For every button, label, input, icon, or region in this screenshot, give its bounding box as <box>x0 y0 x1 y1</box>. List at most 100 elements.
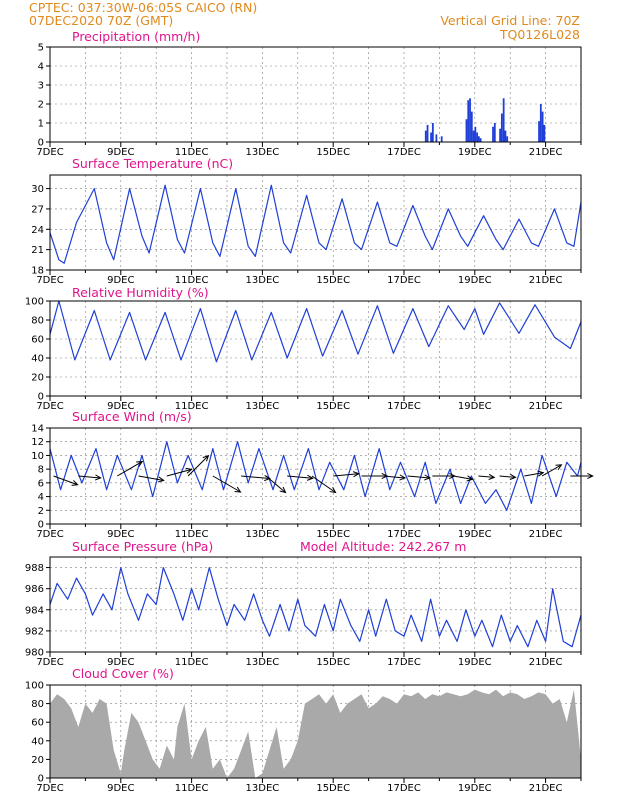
precipitation-xtick-label: 9DEC <box>107 147 134 158</box>
precipitation-title: Precipitation (mm/h) <box>72 29 200 44</box>
precipitation-ytick-label: 1 <box>38 119 44 130</box>
wind-xtick-label: 21DEC <box>529 529 563 540</box>
wind-vector-shaft <box>187 455 209 477</box>
wind-vector-head <box>424 474 432 481</box>
wind-panel: 0 2 4 6 8 10 12 14 7DEC 9DEC 11DEC 13DEC 15DEC 17DEC 1… <box>31 424 594 540</box>
precipitation-bar <box>504 130 507 142</box>
precipitation-bar <box>541 111 544 142</box>
precipitation-bar <box>492 126 494 142</box>
wind-vector-head <box>202 454 210 462</box>
humidity-series-line <box>49 300 582 363</box>
wind-vector-head <box>279 486 287 494</box>
precipitation-bar <box>472 130 475 142</box>
precipitation-bar <box>506 136 509 142</box>
precipitation-frame <box>49 46 582 143</box>
humidity-xtick-label: 19DEC <box>458 401 492 412</box>
precipitation-bar <box>538 121 540 142</box>
wind-vector-shaft <box>333 473 359 477</box>
temperature-xtick-label: 11DEC <box>175 275 209 286</box>
precipitation-ytick-label: 5 <box>38 43 44 54</box>
temperature-xtick-label: 15DEC <box>316 275 350 286</box>
pressure-title: Surface Pressure (hPa) <box>72 539 213 554</box>
temperature-frame <box>49 174 582 271</box>
wind-ytick-label: 4 <box>38 492 44 503</box>
wind-ytick-label: 8 <box>38 465 44 476</box>
wind-vector-head <box>157 476 165 483</box>
wind-ytick-label: 12 <box>31 437 44 448</box>
pressure-xtick-label: 19DEC <box>458 657 492 668</box>
precipitation-bar <box>435 134 438 142</box>
cloud-cover-ytick-label: 80 <box>31 699 44 710</box>
humidity-ytick-label: 100 <box>25 297 44 308</box>
precipitation-bar <box>493 123 496 142</box>
precipitation-xtick-label: 13DEC <box>246 147 280 158</box>
precipitation-xtick-label: 11DEC <box>175 147 209 158</box>
pressure-ytick-label: 988 <box>25 563 44 574</box>
precipitation-bar <box>479 138 482 142</box>
wind-vector-shaft <box>241 475 270 480</box>
wind-vector-shaft <box>407 475 430 479</box>
pressure-xtick-label: 17DEC <box>387 657 421 668</box>
wind-vector-head <box>94 474 102 481</box>
wind-frame <box>49 427 582 525</box>
wind-vector-head <box>466 475 474 482</box>
humidity-xtick-label: 7DEC <box>36 401 63 412</box>
wind-vector-shaft <box>382 475 406 479</box>
humidity-xtick-label: 15DEC <box>316 401 350 412</box>
cloud-cover-ytick-label: 0 <box>38 774 44 785</box>
wind-xtick-label: 15DEC <box>316 529 350 540</box>
humidity-ytick-label: 20 <box>31 373 44 384</box>
precipitation-bar <box>469 98 471 142</box>
pressure-series-line <box>49 567 582 648</box>
wind-vector-shaft <box>166 468 192 477</box>
precipitation-bar <box>474 126 477 142</box>
model-altitude: Model Altitude: 242.267 m <box>300 539 466 554</box>
wind-vector-head <box>352 471 360 478</box>
forecast-start: 07DEC2020 70Z (GMT) <box>29 13 173 28</box>
cloud-cover-xtick-label: 11DEC <box>175 783 209 794</box>
wind-vector-shaft <box>478 475 495 478</box>
cloud-cover-ytick-label: 20 <box>31 755 44 766</box>
cloud-cover-frame <box>49 684 582 779</box>
precipitation-xtick-label: 17DEC <box>387 147 421 158</box>
precipitation-bar <box>543 124 546 142</box>
wind-vector-head <box>488 473 496 480</box>
cloud-cover-xtick-label: 19DEC <box>458 783 492 794</box>
temperature-title: Surface Temperature (nC) <box>72 156 233 171</box>
pressure-xtick-label: 7DEC <box>36 657 63 668</box>
precipitation-xtick-label: 21DEC <box>529 147 563 158</box>
humidity-xtick-label: 21DEC <box>529 401 563 412</box>
precipitation-bar <box>477 136 480 142</box>
cloud-cover-area <box>50 689 581 778</box>
temperature-xtick-label: 7DEC <box>36 275 63 286</box>
wind-vector-head <box>555 464 563 471</box>
wind-vector-shaft <box>138 475 164 481</box>
wind-xtick-label: 19DEC <box>458 529 492 540</box>
humidity-xtick-label: 9DEC <box>107 401 134 412</box>
wind-vector-shaft <box>541 464 562 477</box>
temperature-xtick-label: 13DEC <box>246 275 280 286</box>
pressure-xtick-label: 15DEC <box>316 657 350 668</box>
precipitation-xtick-label: 7DEC <box>36 147 63 158</box>
precipitation-bar <box>539 104 542 142</box>
station-info: CPTEC: 037:30W-06:05S CAICO (RN) <box>29 0 257 15</box>
precipitation-bar <box>470 111 473 142</box>
temperature-xtick-label: 17DEC <box>387 275 421 286</box>
wind-vector-shaft <box>287 475 313 479</box>
cloud-cover-xtick-label: 15DEC <box>316 783 350 794</box>
wind-xtick-label: 17DEC <box>387 529 421 540</box>
wind-vector-head <box>234 486 242 493</box>
wind-vector-shaft <box>78 475 101 479</box>
humidity-ytick-label: 80 <box>31 316 44 327</box>
wind-vector-shaft <box>212 475 241 493</box>
precipitation-bar <box>431 123 434 142</box>
humidity-frame <box>49 300 582 397</box>
precipitation-ytick-label: 0 <box>38 138 44 149</box>
wind-vector-head <box>71 480 79 486</box>
wind-vector-head <box>399 474 407 481</box>
wind-vector-shaft <box>499 475 516 478</box>
wind-vector-shaft <box>311 475 336 493</box>
wind-xtick-label: 9DEC <box>107 529 134 540</box>
temperature-xtick-label: 19DEC <box>458 275 492 286</box>
